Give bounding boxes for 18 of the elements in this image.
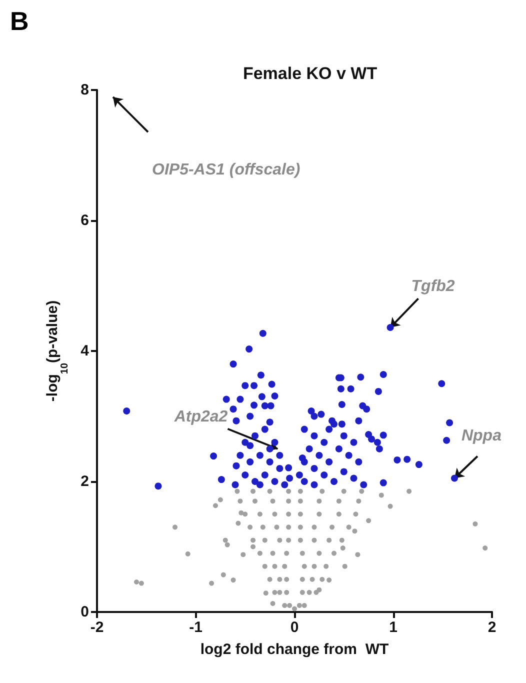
annotation: Tgfb2: [411, 278, 455, 296]
x-tick-label: 1: [389, 619, 398, 636]
chart-title: Female KO v WT: [242, 64, 378, 83]
y-tick-label: 2: [80, 473, 89, 490]
y-tick-label: 8: [80, 82, 89, 98]
x-tick-label: 2: [488, 619, 496, 636]
x-axis-title: log2 fold change from WT: [200, 641, 389, 658]
x-tick-label: 0: [290, 619, 299, 636]
annotation: Atp2a2: [173, 408, 228, 426]
annotation: Nppa: [461, 428, 502, 445]
text: B: [10, 6, 29, 36]
y-tick-label: 4: [80, 342, 90, 360]
x-tick-label: -1: [189, 619, 202, 636]
x-tick-label: -2: [90, 619, 104, 636]
y-tick-label: 0: [80, 604, 89, 620]
annotation: OIP5-AS1 (offscale): [152, 162, 300, 178]
y-axis-title: -log10(p-value): [44, 300, 70, 402]
y-tick-label: 6: [80, 212, 89, 229]
